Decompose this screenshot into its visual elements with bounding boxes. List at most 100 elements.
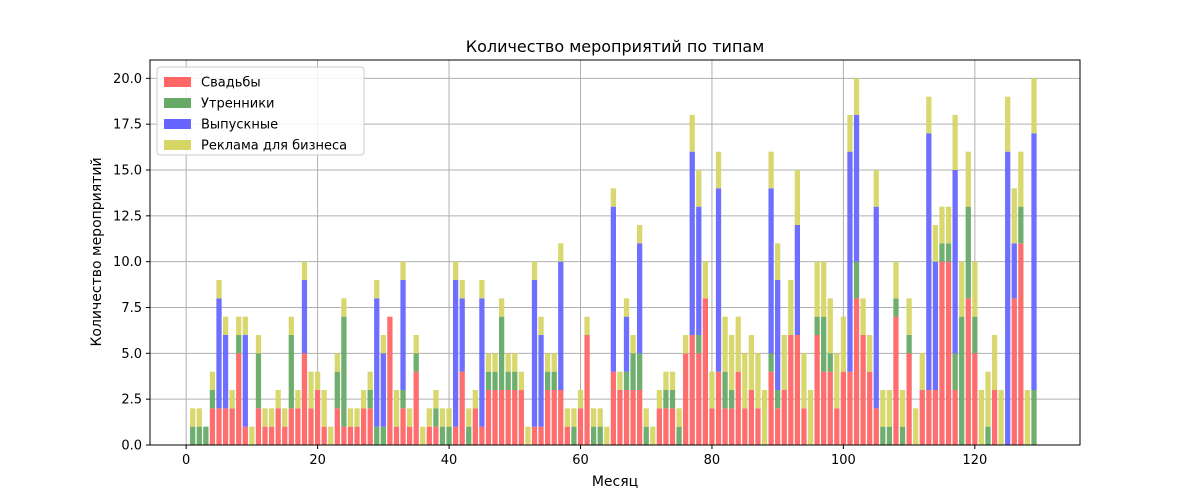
bar-segment: [1031, 133, 1037, 391]
bar-segment: [275, 390, 281, 409]
bar-segment: [222, 316, 229, 335]
bar-segment: [321, 390, 327, 427]
bar-segment: [965, 151, 971, 207]
bar-segment: [663, 390, 669, 409]
bar-segment: [321, 426, 327, 445]
bar-segment: [479, 298, 485, 427]
bar-segment: [360, 390, 367, 409]
bar-segment: [1031, 78, 1037, 134]
bar-segment: [275, 408, 281, 445]
bar-segment: [334, 371, 340, 409]
bar-segment: [538, 426, 544, 445]
bar-segment: [781, 335, 787, 390]
bar-segment: [466, 426, 472, 445]
bar-segment: [216, 280, 222, 299]
bar-segment: [886, 390, 893, 427]
bar-segment: [242, 316, 248, 335]
bar-segment: [406, 426, 413, 445]
bar-segment: [518, 390, 524, 445]
bar-segment: [255, 353, 262, 409]
bar-segment: [663, 371, 669, 390]
bar-segment: [768, 371, 774, 445]
bar-segment: [814, 261, 820, 317]
x-tick-label: 60: [572, 453, 589, 468]
x-tick-label: 20: [309, 453, 326, 468]
bar-segment: [341, 316, 347, 427]
y-tick-label: 15.0: [113, 164, 142, 179]
x-axis-label: Месяц: [592, 474, 638, 490]
bar-segment: [663, 408, 669, 445]
bar-segment: [755, 408, 761, 445]
bar-segment: [965, 298, 971, 445]
legend-swatch: [164, 77, 191, 87]
bar-segment: [715, 371, 722, 445]
bar-segment: [354, 408, 360, 427]
bar-segment: [880, 426, 886, 445]
bar-segment: [1024, 390, 1031, 445]
bar-segment: [715, 151, 722, 189]
bar-segment: [433, 390, 439, 409]
bar-segment: [643, 408, 649, 427]
bar-segment: [689, 151, 695, 335]
x-tick-label: 80: [704, 453, 721, 468]
bar-segment: [821, 371, 827, 445]
bar-segment: [834, 353, 840, 409]
y-axis-label: Количество мероприятий: [89, 157, 105, 346]
bar-segment: [1011, 243, 1017, 299]
bar-segment: [577, 408, 584, 445]
bar-segment: [459, 298, 465, 372]
bar-segment: [985, 371, 991, 427]
bar-segment: [860, 335, 866, 445]
bar-segment: [742, 353, 748, 409]
y-tick-label: 5.0: [121, 347, 142, 362]
bar-segment: [255, 335, 262, 354]
bar-segment: [288, 335, 294, 409]
bar-segment: [558, 243, 564, 262]
bar-segment: [531, 280, 538, 427]
bar-segment: [801, 353, 807, 409]
bar-segment: [893, 316, 899, 445]
bar-segment: [295, 408, 301, 445]
bar-segment: [978, 390, 985, 445]
bar-segment: [775, 408, 781, 445]
bar-segment: [420, 426, 426, 445]
bar-segment: [380, 426, 386, 445]
bar-segment: [413, 353, 419, 372]
bar-segment: [715, 188, 722, 372]
bar-segment: [196, 408, 202, 427]
bar-segment: [932, 390, 939, 445]
bar-segment: [505, 390, 511, 445]
bar-segment: [637, 225, 643, 244]
bar-segment: [689, 115, 695, 152]
bar-segment: [545, 390, 551, 445]
bar-segment: [761, 390, 768, 445]
bar-segment: [216, 408, 222, 445]
x-tick-label: 0: [182, 453, 190, 468]
bar-segment: [282, 408, 288, 427]
bar-segment: [794, 170, 801, 225]
bar-segment: [492, 390, 498, 445]
bar-segment: [610, 206, 616, 372]
bar-segment: [669, 408, 676, 445]
bar-segment: [775, 280, 781, 390]
bar-segment: [591, 408, 597, 427]
bar-segment: [466, 408, 472, 427]
bar-segment: [788, 335, 794, 445]
ticks: 0 20 40 60 80 100 120 0.0 2.5 5.0 7.5 10.0 12.5 15.0 1…: [113, 72, 987, 468]
bar-segment: [452, 280, 459, 427]
bar-segment: [236, 335, 242, 354]
bar-segment: [748, 335, 755, 390]
bar-segment: [729, 408, 735, 445]
legend-swatch: [164, 119, 191, 129]
y-tick-label: 7.5: [121, 301, 142, 316]
bar-segment: [794, 335, 801, 445]
bar-segment: [669, 371, 676, 390]
bar-segment: [387, 316, 393, 445]
bar-segment: [748, 390, 755, 445]
bar-segment: [814, 335, 820, 445]
bar-segment: [604, 426, 610, 445]
legend-label: Свадьбы: [201, 76, 261, 91]
bar-segment: [242, 426, 248, 445]
bar-segment: [196, 426, 202, 445]
bar-segment: [216, 298, 222, 409]
